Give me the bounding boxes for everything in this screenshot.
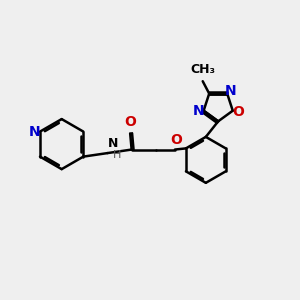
- Text: O: O: [124, 115, 136, 129]
- Text: N: N: [225, 84, 236, 98]
- Text: CH₃: CH₃: [190, 63, 215, 76]
- Text: N: N: [108, 137, 118, 150]
- Text: H: H: [113, 150, 122, 161]
- Text: N: N: [29, 124, 41, 139]
- Text: N: N: [193, 104, 204, 118]
- Text: O: O: [170, 133, 182, 147]
- Text: O: O: [232, 105, 244, 119]
